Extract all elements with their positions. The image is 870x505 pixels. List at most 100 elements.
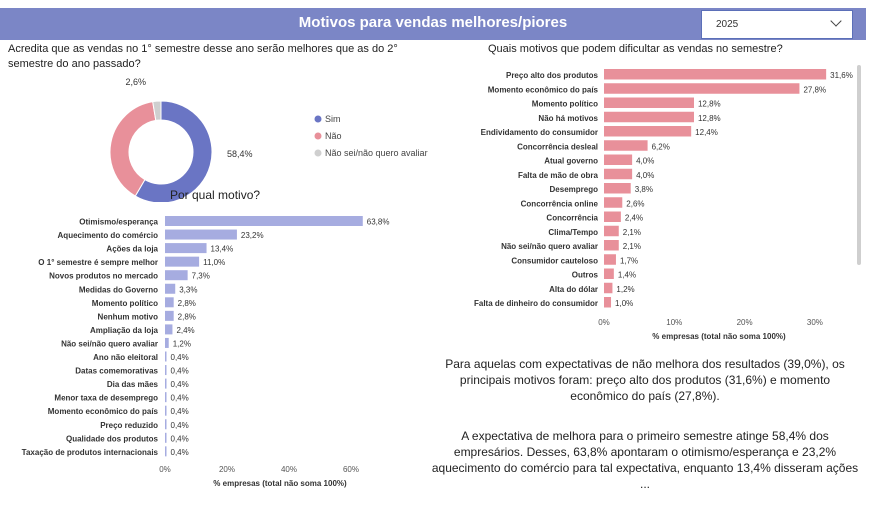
bar-value-label: 31,6% (830, 71, 853, 80)
category-label: Datas comemorativas (75, 367, 158, 376)
year-dropdown[interactable]: 2025 (701, 10, 853, 39)
bar (165, 270, 188, 281)
bar-value-label: 1,4% (618, 271, 636, 280)
bar-value-label: 1,0% (615, 299, 633, 308)
bar-value-label: 13,4% (211, 245, 234, 254)
x-tick-label: 60% (343, 465, 359, 474)
category-label: Concorrência desleal (517, 142, 598, 151)
category-label: Novos produtos no mercado (49, 272, 158, 281)
bar-value-label: 2,6% (626, 199, 644, 208)
bar-value-label: 6,2% (652, 142, 670, 151)
bar (604, 83, 800, 94)
year-value: 2025 (716, 19, 739, 30)
bar (165, 365, 167, 376)
category-label: Nenhum motivo (98, 312, 159, 321)
category-label: Não sei/não quero avaliar (501, 242, 598, 251)
category-label: Momento econômico do país (48, 407, 159, 416)
bar (165, 419, 167, 430)
category-label: Medidas do Governo (79, 285, 158, 294)
donut-value-label: 2,6% (125, 77, 146, 87)
category-label: Qualidade dos produtos (66, 434, 159, 443)
bar (165, 324, 173, 335)
donut-value-label: 58,4% (227, 149, 253, 159)
bar (165, 351, 167, 362)
left-question: Acredita que as vendas no 1° semestre de… (8, 43, 398, 70)
category-label: Aquecimento do comércio (58, 231, 159, 240)
bar-value-label: 0,4% (171, 407, 189, 416)
category-label: Falta de dinheiro do consumidor (474, 299, 598, 308)
bar (165, 405, 167, 416)
category-label: Ampliação da loja (90, 326, 159, 335)
bar (604, 297, 612, 308)
bar (604, 126, 692, 137)
x-tick-label: 0% (598, 318, 610, 327)
category-label: Consumidor cauteloso (511, 256, 598, 265)
bar-value-label: 0,4% (171, 434, 189, 443)
page-title: Motivos para vendas melhores/piores (298, 14, 568, 31)
category-label: Não sei/não quero avaliar (61, 339, 158, 348)
bar (165, 310, 174, 321)
bar-value-label: 1,2% (173, 339, 191, 348)
legend-label: Não (325, 131, 342, 141)
bar-value-label: 1,2% (616, 285, 634, 294)
bar (604, 69, 827, 80)
bar (604, 282, 613, 294)
category-label: Momento político (92, 299, 158, 308)
x-axis-label: % empresas (total não soma 100%) (652, 332, 786, 341)
bar-value-label: 2,8% (178, 312, 196, 321)
bar-value-label: 3,3% (179, 285, 197, 294)
bar (604, 97, 694, 108)
bar (604, 154, 633, 165)
bar-value-label: 0,4% (171, 367, 189, 376)
bar-value-label: 3,8% (635, 185, 653, 194)
bar (604, 168, 633, 180)
bar (604, 111, 694, 123)
x-tick-label: 40% (281, 465, 297, 474)
category-label: Falta de mão de obra (518, 171, 599, 180)
category-label: Alta do dólar (549, 285, 598, 294)
bar-value-label: 2,1% (623, 228, 641, 237)
chevron-down-icon[interactable] (830, 15, 842, 27)
summary-paragraph-1: Para aquelas com expectativas de não mel… (445, 357, 845, 403)
bar (165, 432, 167, 443)
bar (165, 229, 237, 240)
bar-value-label: 0,4% (171, 421, 189, 430)
bar-value-label: 27,8% (803, 85, 826, 94)
right-bar-chart-area: Preço alto dos produtos 31,6% Momento econ… (440, 64, 860, 350)
bar-value-label: 63,8% (367, 218, 390, 227)
x-tick-label: 10% (666, 318, 682, 327)
bar (604, 211, 621, 222)
chart-scrollbar[interactable] (857, 65, 861, 265)
category-label: Taxação de produtos internacionais (22, 448, 159, 457)
bar (604, 183, 631, 194)
donut-slice (152, 100, 162, 122)
category-label: Menor taxa de desemprego (54, 394, 158, 403)
bar-value-label: 7,3% (192, 272, 210, 281)
category-label: Ações da loja (106, 245, 158, 254)
bar-value-label: 11,0% (203, 258, 225, 267)
bar-value-label: 12,8% (698, 114, 721, 123)
bar (604, 240, 619, 251)
category-label: Concorrência (546, 214, 598, 223)
category-label: Endividamento do consumidor (481, 128, 598, 137)
legend-label: Não sei/não quero avaliar (325, 148, 428, 158)
x-tick-label: 20% (737, 318, 753, 327)
category-label: Momento econômico do país (488, 85, 599, 94)
category-label: Atual governo (544, 157, 598, 166)
motivo-title: Por qual motivo? (170, 188, 261, 202)
category-label: Preço alto dos produtos (506, 71, 599, 80)
legend-label: Sim (325, 114, 341, 124)
bar-value-label: 4,0% (636, 157, 654, 166)
category-label: Preço reduzido (100, 421, 158, 430)
bar-value-label: 0,4% (171, 353, 189, 362)
x-tick-label: 0% (159, 465, 171, 474)
bar-value-label: 1,7% (620, 256, 638, 265)
bar (165, 216, 363, 226)
category-label: Otimismo/esperança (79, 218, 158, 227)
donut-slice (134, 100, 213, 204)
bar-value-label: 23,2% (241, 231, 264, 240)
bar (604, 225, 619, 237)
x-tick-label: 20% (219, 465, 235, 474)
